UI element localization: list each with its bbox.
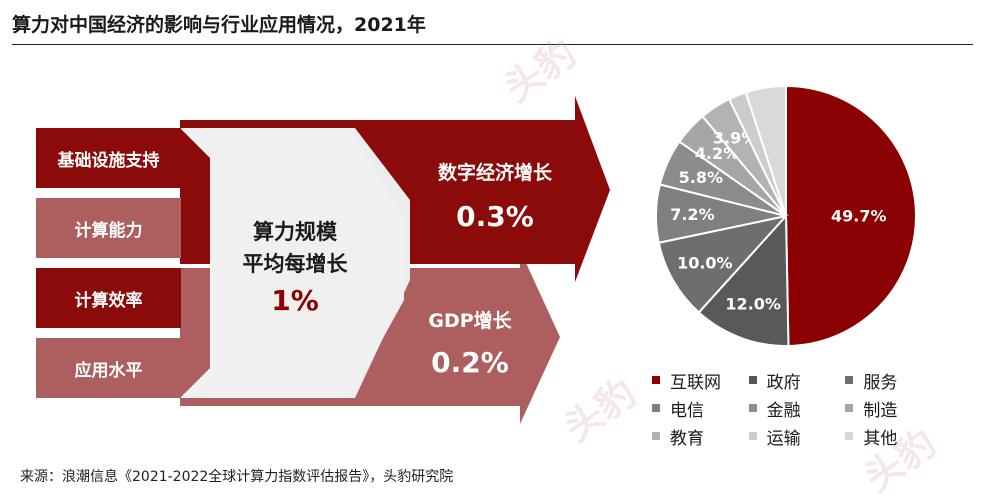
legend-swatch xyxy=(748,404,757,412)
legend-item: 制造 xyxy=(845,396,942,421)
gdp-growth-title: GDP增长 xyxy=(428,310,512,332)
pie-data-label-2: 10.0% xyxy=(677,254,733,273)
legend-swatch xyxy=(652,432,660,440)
legend-item: 政府 xyxy=(748,368,846,393)
legend-swatch xyxy=(652,376,660,384)
legend-swatch xyxy=(845,432,854,440)
pie-data-label-0: 49.7% xyxy=(831,206,887,225)
digital-economy-value: 0.3% xyxy=(456,200,534,233)
legend-label: 制造 xyxy=(863,400,898,421)
legend-item: 电信 xyxy=(652,396,749,421)
page-title: 算力对中国经济的影响与行业应用情况，2021年 xyxy=(12,14,426,36)
legend-item: 互联网 xyxy=(652,368,749,393)
pie-slice-0 xyxy=(785,84,917,347)
input-computing-efficiency: 计算效率 xyxy=(36,268,181,328)
legend-item: 教育 xyxy=(652,424,749,449)
legend-item: 其他 xyxy=(845,424,942,449)
pie-slice-8 xyxy=(744,84,787,217)
pie-slice-2 xyxy=(657,214,789,314)
legend-swatch xyxy=(748,432,757,440)
legend-label: 政府 xyxy=(766,372,801,393)
legend-label: 其他 xyxy=(863,428,898,449)
title-divider xyxy=(12,44,973,45)
pie-data-label-5: 4.2% xyxy=(695,144,739,163)
legend-label: 教育 xyxy=(670,428,704,449)
digital-economy-title: 数字经济增长 xyxy=(437,162,552,184)
pie-data-label-1: 12.0% xyxy=(725,295,781,314)
center-label-line1: 算力规模 xyxy=(253,220,337,244)
legend-label: 服务 xyxy=(863,372,898,393)
legend-swatch xyxy=(845,404,854,412)
pie-legend: 互联网 政府 服务电信 金融 制造教育 运输 其他 xyxy=(652,368,942,449)
input-computing-power: 计算能力 xyxy=(36,198,181,258)
input-application-level: 应用水平 xyxy=(36,338,181,398)
legend-swatch xyxy=(845,376,854,384)
legend-label: 金融 xyxy=(766,400,801,421)
legend-swatch xyxy=(652,404,660,412)
gdp-growth-value: 0.2% xyxy=(431,346,509,379)
legend-label: 运输 xyxy=(766,428,801,449)
input-infrastructure: 基础设施支持 xyxy=(36,128,181,188)
center-label-line2: 平均每增长 xyxy=(242,252,348,276)
pie-data-label-4: 5.8% xyxy=(679,168,723,187)
pie-data-label-3: 7.2% xyxy=(670,205,714,224)
center-value: 1% xyxy=(271,284,319,317)
legend-item: 运输 xyxy=(748,424,846,449)
legend-item: 金融 xyxy=(748,396,846,421)
legend-label: 电信 xyxy=(670,400,704,421)
legend-swatch xyxy=(748,376,757,384)
source-footnote: 来源：浪潮信息《2021-2022全球计算力指数评估报告》，头豹研究院 xyxy=(20,469,454,485)
pie-slice-1 xyxy=(697,213,790,347)
legend-label: 互联网 xyxy=(670,372,721,393)
legend-item: 服务 xyxy=(845,368,942,393)
center-panel-fill xyxy=(180,128,404,398)
